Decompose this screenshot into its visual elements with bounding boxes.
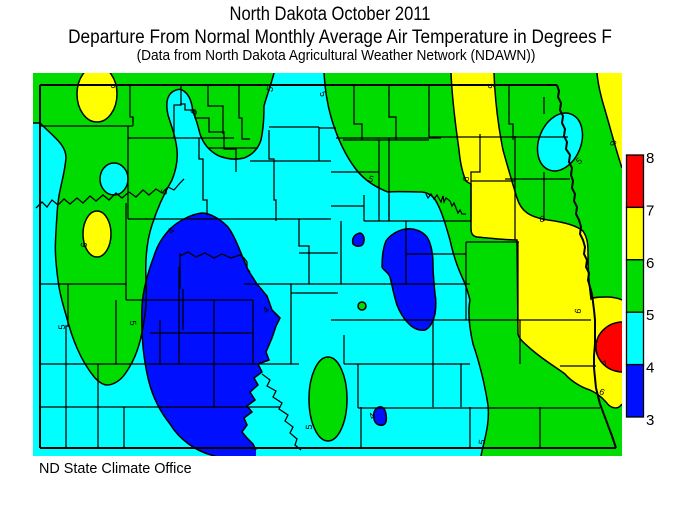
svg-text:5: 5: [367, 173, 375, 184]
svg-text:6: 6: [646, 255, 654, 272]
svg-text:7: 7: [600, 358, 609, 369]
svg-text:4: 4: [646, 360, 654, 377]
svg-text:5: 5: [317, 90, 328, 98]
svg-text:6: 6: [461, 176, 471, 182]
svg-text:6: 6: [486, 83, 497, 90]
svg-text:4: 4: [261, 305, 272, 316]
svg-text:7: 7: [646, 202, 654, 219]
svg-text:6: 6: [79, 242, 89, 248]
svg-text:5: 5: [304, 424, 314, 430]
svg-text:5: 5: [128, 320, 138, 326]
svg-text:5: 5: [188, 107, 199, 116]
svg-text:5: 5: [158, 188, 169, 196]
svg-text:4: 4: [367, 411, 378, 421]
svg-text:5: 5: [574, 156, 584, 167]
svg-text:4: 4: [165, 226, 176, 235]
svg-text:6: 6: [607, 139, 618, 147]
svg-text:3: 3: [646, 412, 654, 429]
svg-text:8: 8: [646, 150, 654, 167]
svg-text:6: 6: [539, 214, 546, 225]
svg-text:5: 5: [57, 324, 67, 329]
svg-text:5: 5: [646, 307, 654, 324]
svg-text:6: 6: [573, 308, 584, 315]
svg-text:6: 6: [109, 83, 119, 88]
svg-text:6: 6: [598, 386, 607, 397]
svg-text:5: 5: [264, 85, 275, 93]
svg-text:5: 5: [477, 439, 488, 446]
